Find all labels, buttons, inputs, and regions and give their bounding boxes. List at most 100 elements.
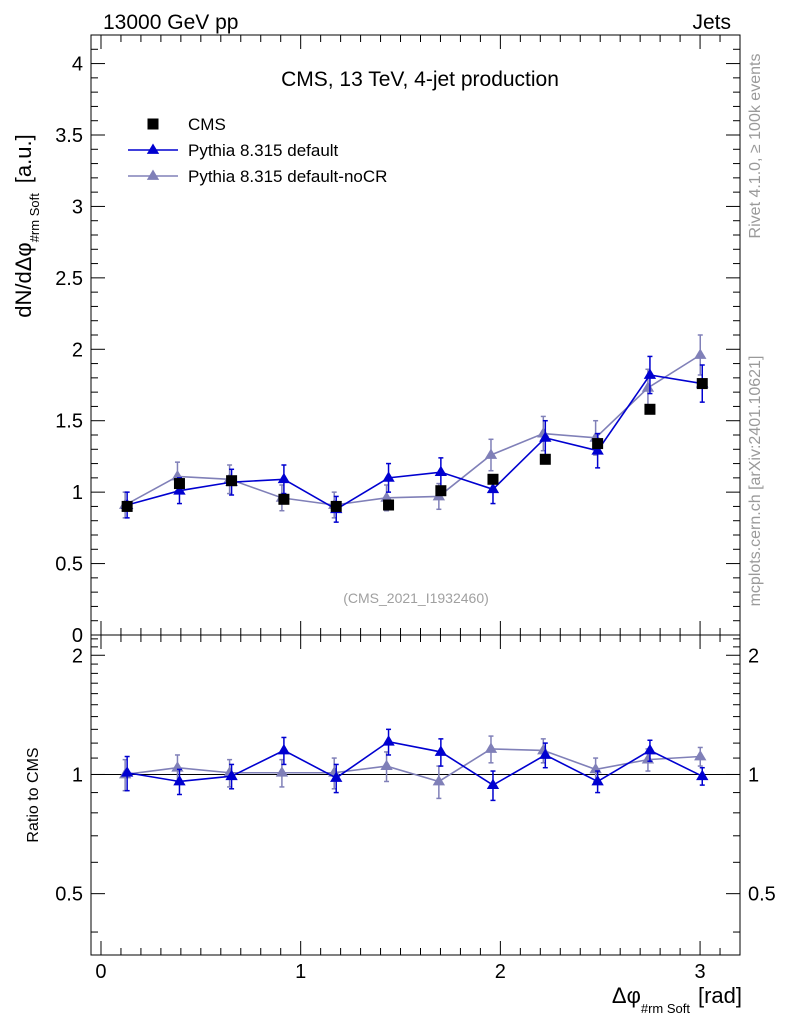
data-point xyxy=(434,745,448,756)
data-point xyxy=(487,473,499,485)
series-line xyxy=(127,740,703,787)
header-process-label: Jets xyxy=(692,11,731,34)
ratio-y-axis-label: Ratio to CMS xyxy=(25,747,42,842)
ratio-series-layer xyxy=(118,728,709,802)
xlabel-unit: [rad] xyxy=(698,983,742,1008)
data-point xyxy=(275,766,289,777)
data-point xyxy=(694,348,707,359)
ratio-y-tick-label-right: 0.5 xyxy=(748,884,776,906)
data-point xyxy=(696,769,709,781)
data-point xyxy=(330,500,342,512)
legend-label: Pythia 8.315 default xyxy=(188,141,339,160)
data-point xyxy=(383,499,395,511)
x-tick-label: 1 xyxy=(295,961,306,983)
analysis-tag: (CMS_2021_I1932460) xyxy=(343,590,489,606)
x-tick-label: 2 xyxy=(495,961,506,983)
data-point xyxy=(591,774,604,786)
main-ylabel-unit: [a.u.] xyxy=(11,134,36,183)
main-y-tick-label: 1.5 xyxy=(55,411,83,433)
data-point xyxy=(643,743,657,755)
main-series-cms xyxy=(121,378,708,512)
data-point xyxy=(277,472,291,484)
data-point xyxy=(643,368,657,379)
data-point xyxy=(432,774,446,786)
data-point xyxy=(382,735,395,746)
ratio-y-tick-label: 0.5 xyxy=(55,884,83,906)
data-point xyxy=(330,771,343,782)
legend-item: Pythia 8.315 default xyxy=(128,141,339,160)
ratio-y-axis: 0.5 0.5 1 1 2 2 xyxy=(55,638,776,933)
main-series-layer xyxy=(118,334,709,523)
data-point xyxy=(484,742,498,753)
legend-item: Pythia 8.315 default-noCR xyxy=(128,167,387,186)
data-point xyxy=(434,465,448,477)
main-y-tick-label: 4 xyxy=(72,54,83,76)
data-point xyxy=(226,475,238,487)
x-axis: 0 1 2 3 xyxy=(95,35,721,983)
main-y-tick-label: 2.5 xyxy=(55,268,83,290)
svg-text:dN/dΔφ#rm Soft[a.u.]: dN/dΔφ#rm Soft [a.u.] xyxy=(11,134,42,317)
data-point xyxy=(486,482,500,494)
data-point xyxy=(484,448,498,459)
xlabel-text: Δφ xyxy=(612,983,641,1008)
data-point xyxy=(694,750,707,761)
data-point xyxy=(277,743,291,755)
data-point xyxy=(592,438,604,450)
data-point xyxy=(173,774,186,786)
legend-marker xyxy=(146,143,160,154)
series-line xyxy=(126,374,703,511)
data-point xyxy=(435,485,447,497)
header-beam-label: 13000 GeV pp xyxy=(103,11,238,34)
svg-text:Δφ#rm Soft[rad]: Δφ#rm Soft [rad] xyxy=(612,983,742,1016)
data-point xyxy=(225,769,238,781)
data-point xyxy=(641,381,655,392)
main-y-tick-label: 3 xyxy=(72,196,83,218)
series-line xyxy=(124,354,701,506)
main-y-tick-label: 0.5 xyxy=(55,554,83,576)
main-series-pythia-8-315-default-nocr xyxy=(118,334,707,519)
main-chart-title: CMS, 13 TeV, 4-jet production xyxy=(281,68,559,91)
legend: CMS Pythia 8.315 default Pythia 8.315 defa… xyxy=(128,115,387,186)
legend-label: Pythia 8.315 default-noCR xyxy=(188,167,387,186)
mcplots-label: mcplots.cern.ch [arXiv:2401.10621] xyxy=(747,356,764,607)
data-point xyxy=(591,444,604,455)
ratio-panel-frame xyxy=(90,634,741,956)
ratio-y-tick-label-right: 1 xyxy=(748,764,759,786)
ratio-series-pythia-8-315-default xyxy=(120,728,709,802)
main-y-tick-label: 2 xyxy=(72,339,83,361)
x-tick-label: 3 xyxy=(694,961,705,983)
legend-marker xyxy=(146,169,160,180)
main-y-tick-label: 3.5 xyxy=(55,125,83,147)
ratio-y-tick-label: 1 xyxy=(72,764,83,786)
data-point xyxy=(644,403,656,415)
data-point xyxy=(539,748,552,759)
main-ylabel-sub: #rm Soft xyxy=(27,193,42,243)
data-point xyxy=(382,471,395,482)
data-point xyxy=(380,759,393,770)
data-point xyxy=(278,493,290,505)
data-point xyxy=(121,500,133,512)
main-ylabel-text: dN/dΔφ xyxy=(11,242,36,317)
main-y-axis: 0 0.5 1 1.5 2 2.5 3 3.5 4 xyxy=(55,48,740,647)
main-y-tick-label: 1 xyxy=(72,482,83,504)
rivet-version-label: Rivet 4.1.0, ≥ 100k events xyxy=(747,54,764,239)
main-y-tick-label: 0 xyxy=(72,625,83,647)
ratio-y-tick-label: 2 xyxy=(72,645,83,667)
data-point xyxy=(486,778,500,789)
legend-item: CMS xyxy=(147,115,226,134)
ratio-y-tick-label-right: 2 xyxy=(748,645,759,667)
data-point xyxy=(539,453,551,465)
legend-label: CMS xyxy=(188,115,226,134)
series-line xyxy=(125,748,701,783)
xlabel-sub: #rm Soft xyxy=(641,1001,691,1016)
x-axis-label: Δφ#rm Soft [rad] xyxy=(612,983,742,1016)
data-point xyxy=(380,491,393,502)
data-point xyxy=(173,478,185,490)
data-point xyxy=(173,484,186,495)
legend-marker xyxy=(147,118,159,130)
data-point xyxy=(696,378,708,390)
main-y-axis-label: dN/dΔφ#rm Soft [a.u.] xyxy=(11,134,42,317)
data-point xyxy=(120,766,134,777)
ratio-series-pythia-8-315-default-nocr xyxy=(118,735,707,800)
